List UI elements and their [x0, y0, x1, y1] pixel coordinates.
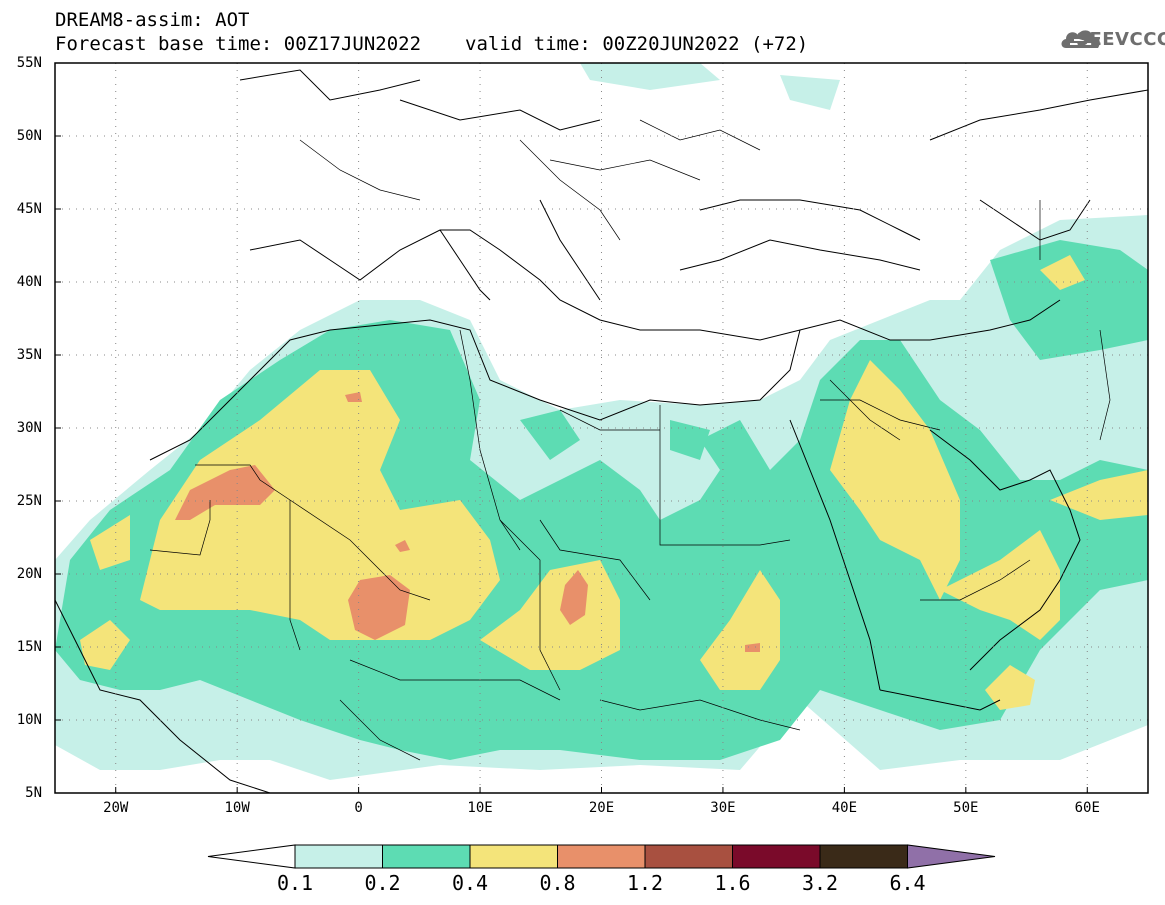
lat-tick-label: 50N — [16, 128, 42, 144]
lon-tick-label: 40E — [831, 800, 858, 816]
colorbar-tick-label: 0.2 — [364, 871, 401, 895]
lat-tick-label: 20N — [16, 566, 42, 582]
colorbar-segment — [819, 844, 908, 869]
lat-tick-label: 35N — [16, 347, 42, 363]
map-title: DREAM8-assim: AOT — [55, 9, 250, 31]
lat-lon-grid — [55, 63, 1148, 793]
lon-tick-label: 20W — [103, 800, 129, 816]
colorbar-under-triangle — [207, 844, 296, 869]
colorbar-tick-label: 0.1 — [276, 871, 314, 895]
colorbar-segment — [382, 844, 471, 869]
lon-tick-label: 60E — [1074, 800, 1100, 816]
country-borders — [149, 119, 1111, 761]
colorbar-segment — [557, 844, 646, 869]
lat-tick-label: 15N — [16, 639, 42, 655]
colorbar-segment — [644, 844, 733, 869]
lat-tick-label: 55N — [16, 55, 42, 71]
forecast-times: Forecast base time: 00Z17JUN2022 valid ti… — [55, 34, 808, 54]
cloud-logo-icon — [1061, 30, 1100, 48]
lat-tick-label: 25N — [16, 493, 42, 509]
coastlines — [55, 69, 1148, 793]
lon-tick-label: 50E — [953, 800, 979, 816]
aot-level-0.8 — [175, 465, 275, 520]
lon-tick-label: 10W — [224, 800, 250, 816]
colorbar-over-triangle — [907, 844, 996, 869]
colorbar-segment — [732, 844, 821, 869]
lon-tick-label: 10E — [467, 800, 493, 816]
lat-tick-label: 40N — [16, 274, 42, 290]
colorbar — [207, 844, 996, 869]
lat-tick-label: 5N — [25, 785, 42, 801]
colorbar-tick-label: 1.2 — [626, 871, 664, 895]
aot-level-0.4 — [140, 370, 500, 640]
lon-tick-label: 30E — [710, 800, 736, 816]
colorbar-tick-label: 1.6 — [714, 871, 751, 895]
logo-text: SEEVCCC — [1076, 29, 1165, 50]
valid-time: valid time: 00Z20JUN2022 (+72) — [465, 33, 809, 55]
colorbar-tick-label: 3.2 — [801, 871, 839, 895]
colorbar-segment — [469, 844, 558, 869]
colorbar-segment — [294, 844, 383, 869]
colorbar-tick-label: 0.8 — [539, 871, 576, 895]
lat-tick-label: 30N — [16, 420, 42, 436]
lat-tick-label: 45N — [16, 201, 42, 217]
colorbar-tick-label: 6.4 — [889, 871, 926, 895]
lon-tick-label: 0 — [354, 800, 363, 816]
lon-tick-label: 20E — [588, 800, 615, 816]
base-time: Forecast base time: 00Z17JUN2022 — [55, 33, 422, 55]
lat-tick-label: 10N — [16, 712, 42, 728]
colorbar-tick-label: 0.4 — [451, 871, 489, 895]
